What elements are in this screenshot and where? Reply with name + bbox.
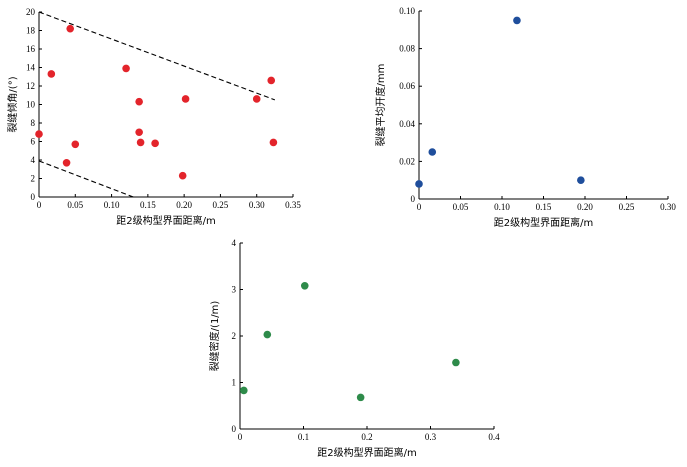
chart-aperture-ylabel: 裂缝平均开度/mm [374,64,387,147]
dip-angle-y-tick-label: 6 [31,137,36,147]
chart-dip-angle-ticks: 0 0.05 0.10 0.15 0.20 0.25 0.30 0.35 0 2 4 6 8 10 12 14… [26,7,301,210]
dip-angle-y-tick-label: 10 [26,100,36,110]
density-data-point [452,358,460,367]
dip-angle-data-point [35,130,43,138]
density-y-tick-label: 3 [232,285,237,295]
dip-angle-data-point [181,95,190,103]
dip-angle-y-tick-label: 0 [31,192,36,202]
dip-angle-data-point [178,171,187,180]
dip-angle-x-tick-label: 0.25 [213,200,229,210]
chart-dip-angle-xlabel: 距2级构型界面距离/m [116,214,215,227]
dip-angle-y-tick-label: 4 [31,155,36,165]
dip-angle-data-point [66,24,75,33]
dip-angle-y-tick-label: 16 [26,44,36,54]
aperture-x-tick-label: 0 [417,202,422,212]
dip-angle-data-point [71,140,80,149]
chart-aperture-ticks: 0 0.05 0.10 0.15 0.20 0.25 0.30 0 0.02 0.04 0.06 0.… [399,6,676,212]
dip-angle-x-tick-label: 0.20 [176,200,192,210]
dip-angle-data-point [135,128,143,137]
aperture-x-tick-label: 0.15 [536,202,552,212]
density-y-tick-label: 0 [232,424,237,434]
density-x-tick-label: 0.2 [361,432,372,442]
chart-dip-angle-envelopes [38,11,276,198]
density-y-tick-label: 2 [232,331,237,341]
density-data-point [240,386,248,395]
density-y-tick-label: 1 [232,378,237,388]
density-x-tick-label: 0 [238,432,243,442]
dip-angle-y-tick-label: 18 [26,26,36,36]
dip-angle-envelope-line [38,160,134,198]
chart-density-ylabel: 裂缝密度/(1/m) [208,301,221,372]
aperture-y-tick-label: 0 [411,194,416,204]
chart-dip-angle: 0 0.05 0.10 0.15 0.20 0.25 0.30 0.35 0 2 4 6 8 10 12 14… [6,7,301,227]
dip-angle-data-point [135,97,143,106]
dip-angle-y-tick-label: 14 [26,63,36,73]
dip-angle-data-point [47,70,56,78]
aperture-data-point [415,180,423,188]
dip-angle-y-tick-label: 12 [26,81,35,91]
aperture-x-tick-label: 0.25 [619,202,635,212]
aperture-data-point [577,176,585,184]
density-y-tick-label: 4 [232,238,237,248]
aperture-x-tick-label: 0.20 [577,202,593,212]
aperture-y-tick-label: 0.08 [399,44,415,54]
dip-angle-data-point [122,64,130,73]
density-data-point [263,330,272,339]
chart-density-points [240,281,460,402]
dip-angle-data-point [269,138,278,147]
chart-dip-angle-ylabel: 裂缝倾角/(°) [6,76,19,132]
density-x-tick-label: 0.3 [425,432,437,442]
dip-angle-data-point [151,139,159,148]
density-data-point [300,281,309,290]
aperture-x-tick-label: 0.30 [660,202,676,212]
chart-aperture-axes [418,11,668,200]
dip-angle-data-point [267,76,276,85]
aperture-data-point [428,148,437,156]
aperture-x-tick-label: 0.10 [494,202,510,212]
dip-angle-x-tick-label: 0 [37,200,42,210]
dip-angle-y-tick-label: 20 [26,7,36,17]
chart-density-ticks: 0 0.1 0.2 0.3 0.4 0 1 2 3 4 [232,238,501,442]
dip-angle-envelope-line [38,11,276,101]
dip-angle-x-tick-label: 0.10 [104,200,120,210]
dip-angle-y-tick-label: 8 [31,118,36,128]
dip-angle-x-tick-label: 0.05 [67,200,83,210]
dip-angle-data-point [62,158,71,167]
dip-angle-x-tick-label: 0.15 [140,200,156,210]
chart-density: 0 0.1 0.2 0.3 0.4 0 1 2 3 4 距2级构型界面距离/m 裂缝密度/(1/m… [208,238,500,459]
aperture-y-tick-label: 0.06 [399,81,415,91]
chart-density-xlabel: 距2级构型界面距离/m [317,446,416,459]
aperture-data-point [513,16,521,25]
dip-angle-data-point [136,138,145,147]
chart-density-axes [239,243,494,430]
dip-angle-x-tick-label: 0.35 [285,200,301,210]
dip-angle-y-tick-label: 2 [31,174,36,184]
aperture-y-tick-label: 0.10 [399,6,415,16]
dip-angle-x-tick-label: 0.30 [249,200,265,210]
aperture-y-tick-label: 0.02 [399,156,415,166]
density-data-point [356,393,365,402]
aperture-x-tick-label: 0.05 [453,202,469,212]
aperture-y-tick-label: 0.04 [399,119,415,129]
chart-aperture: 0 0.05 0.10 0.15 0.20 0.25 0.30 0 0.02 0.04 0.06 0.… [374,6,676,229]
chart-aperture-xlabel: 距2级构型界面距离/m [494,216,593,229]
density-x-tick-label: 0.4 [488,432,500,442]
chart-dip-angle-points [35,24,278,180]
dip-angle-data-point [252,95,261,103]
density-x-tick-label: 0.1 [298,432,309,442]
chart-dip-angle-axes [38,12,293,198]
chart-aperture-points [415,16,585,188]
